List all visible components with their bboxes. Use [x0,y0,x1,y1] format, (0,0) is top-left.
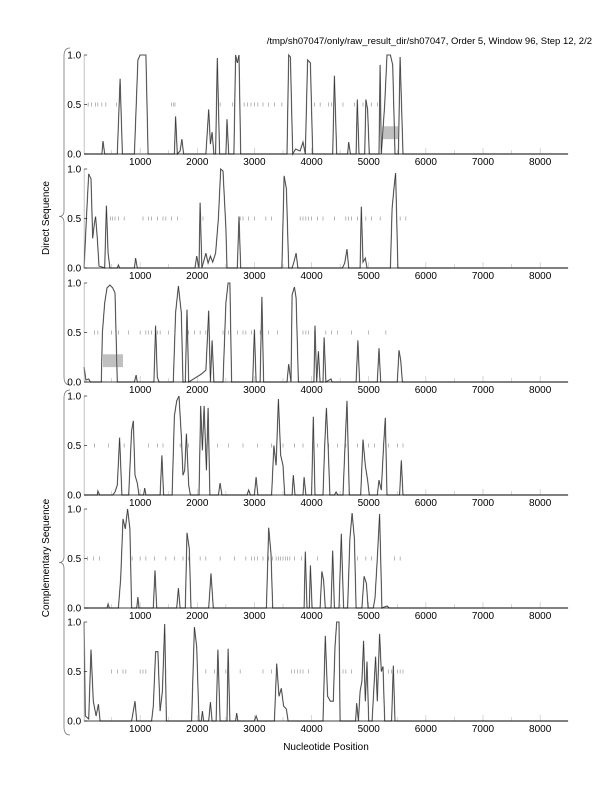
y-tick-label: 0.5 [67,328,81,339]
x-tick-label: 7000 [472,271,495,282]
x-tick-label: 1000 [129,385,152,396]
highlight-box [382,126,399,140]
y-tick-label: 1.0 [67,505,81,516]
y-tick-label: 0.0 [67,491,81,502]
panel-3: 0.0 0.5 1.0 1000 2000 3000 4000 5000 6000 7000 800… [67,279,569,396]
y-tick-label: 1.0 [67,618,81,629]
y-tick-label: 0.5 [67,554,81,565]
x-tick-label: 1000 [129,611,152,622]
x-tick-label: 2000 [186,498,209,509]
x-tick-label: 7000 [472,611,495,622]
x-tick-label: 3000 [243,271,266,282]
coding-potential-curve [83,168,569,269]
y-tick-label: 0.0 [67,264,81,275]
coding-potential-curve-shadow [84,53,569,157]
x-tick-label: 4000 [300,724,323,735]
x-tick-label: 6000 [415,724,438,735]
x-tick-label: 5000 [358,385,381,396]
coding-potential-curve [84,395,569,496]
y-tick-label: 0.5 [67,214,81,225]
brace-complementary [58,389,71,736]
y-tick-label: 0.5 [67,100,81,111]
panel-5: 0.0 0.5 1.0 1000 2000 3000 4000 5000 6000 7000 800… [67,505,569,622]
x-tick-label: 2000 [186,385,209,396]
y-tick-label: 1.0 [67,392,81,403]
group-label-direct: Direct Sequence [41,181,52,255]
y-tick-label: 0.0 [67,378,81,389]
x-axis-label: Nucleotide Position [283,742,369,753]
y-tick-label: 0.0 [67,604,81,615]
x-tick-label: 5000 [358,724,381,735]
panel-6: 0.0 0.5 1.0 1000 2000 3000 4000 5000 6000 7000 800… [67,618,569,735]
x-tick-label: 6000 [415,271,438,282]
x-tick-label: 4000 [300,271,323,282]
x-tick-label: 3000 [243,157,266,168]
x-tick-label: 6000 [415,498,438,509]
x-tick-label: 1000 [129,724,152,735]
x-tick-label: 4000 [300,498,323,509]
x-tick-label: 7000 [472,157,495,168]
x-tick-label: 5000 [358,271,381,282]
x-tick-label: 2000 [186,271,209,282]
x-tick-label: 7000 [472,385,495,396]
y-tick-label: 1.0 [67,279,81,290]
x-tick-label: 3000 [243,724,266,735]
y-tick-label: 0.0 [67,717,81,728]
x-tick-label: 4000 [300,157,323,168]
panel-1: 0.0 0.5 1.0 1000 2000 3000 4000 5000 6000 7000 800… [67,51,569,168]
x-tick-label: 8000 [529,611,552,622]
x-tick-label: 1000 [129,498,152,509]
x-tick-label: 7000 [472,724,495,735]
brace-direct [58,47,71,386]
x-tick-label: 5000 [358,157,381,168]
x-tick-label: 1000 [129,271,152,282]
x-tick-label: 6000 [415,611,438,622]
x-tick-label: 2000 [186,611,209,622]
coding-potential-curve [84,54,569,156]
x-tick-label: 6000 [415,385,438,396]
x-tick-label: 8000 [529,385,552,396]
y-tick-label: 0.5 [67,441,81,452]
x-tick-label: 8000 [529,271,552,282]
coding-potential-curve [84,508,569,609]
x-tick-label: 4000 [300,385,323,396]
x-tick-label: 8000 [529,498,552,509]
x-tick-label: 5000 [358,611,381,622]
y-tick-label: 0.0 [67,150,81,161]
x-tick-label: 8000 [529,157,552,168]
x-tick-label: 1000 [129,157,152,168]
x-tick-label: 2000 [186,157,209,168]
panel-4: 0.0 0.5 1.0 1000 2000 3000 4000 5000 6000 7000 800… [67,392,569,509]
coding-potential-curve-shadow [84,508,569,609]
y-tick-label: 1.0 [67,51,81,62]
x-tick-label: 2000 [186,724,209,735]
plot-header-title: /tmp/sh07047/only/raw_result_dir/sh07047… [266,36,592,47]
y-tick-label: 0.5 [67,667,81,678]
group-label-complementary: Complementary Sequence [41,498,52,617]
x-tick-label: 6000 [415,157,438,168]
x-tick-label: 3000 [243,385,266,396]
highlight-box [103,354,123,368]
x-tick-label: 4000 [300,611,323,622]
panel-2: 0.0 0.5 1.0 1000 2000 3000 4000 5000 6000 7000 800… [67,165,569,282]
coding-potential-curve-shadow [83,621,569,722]
x-tick-label: 8000 [529,724,552,735]
x-tick-label: 3000 [243,611,266,622]
x-tick-label: 3000 [243,498,266,509]
x-tick-label: 7000 [472,498,495,509]
y-tick-label: 1.0 [67,165,81,176]
coding-potential-curve-shadow [83,167,569,269]
x-tick-label: 5000 [358,498,381,509]
